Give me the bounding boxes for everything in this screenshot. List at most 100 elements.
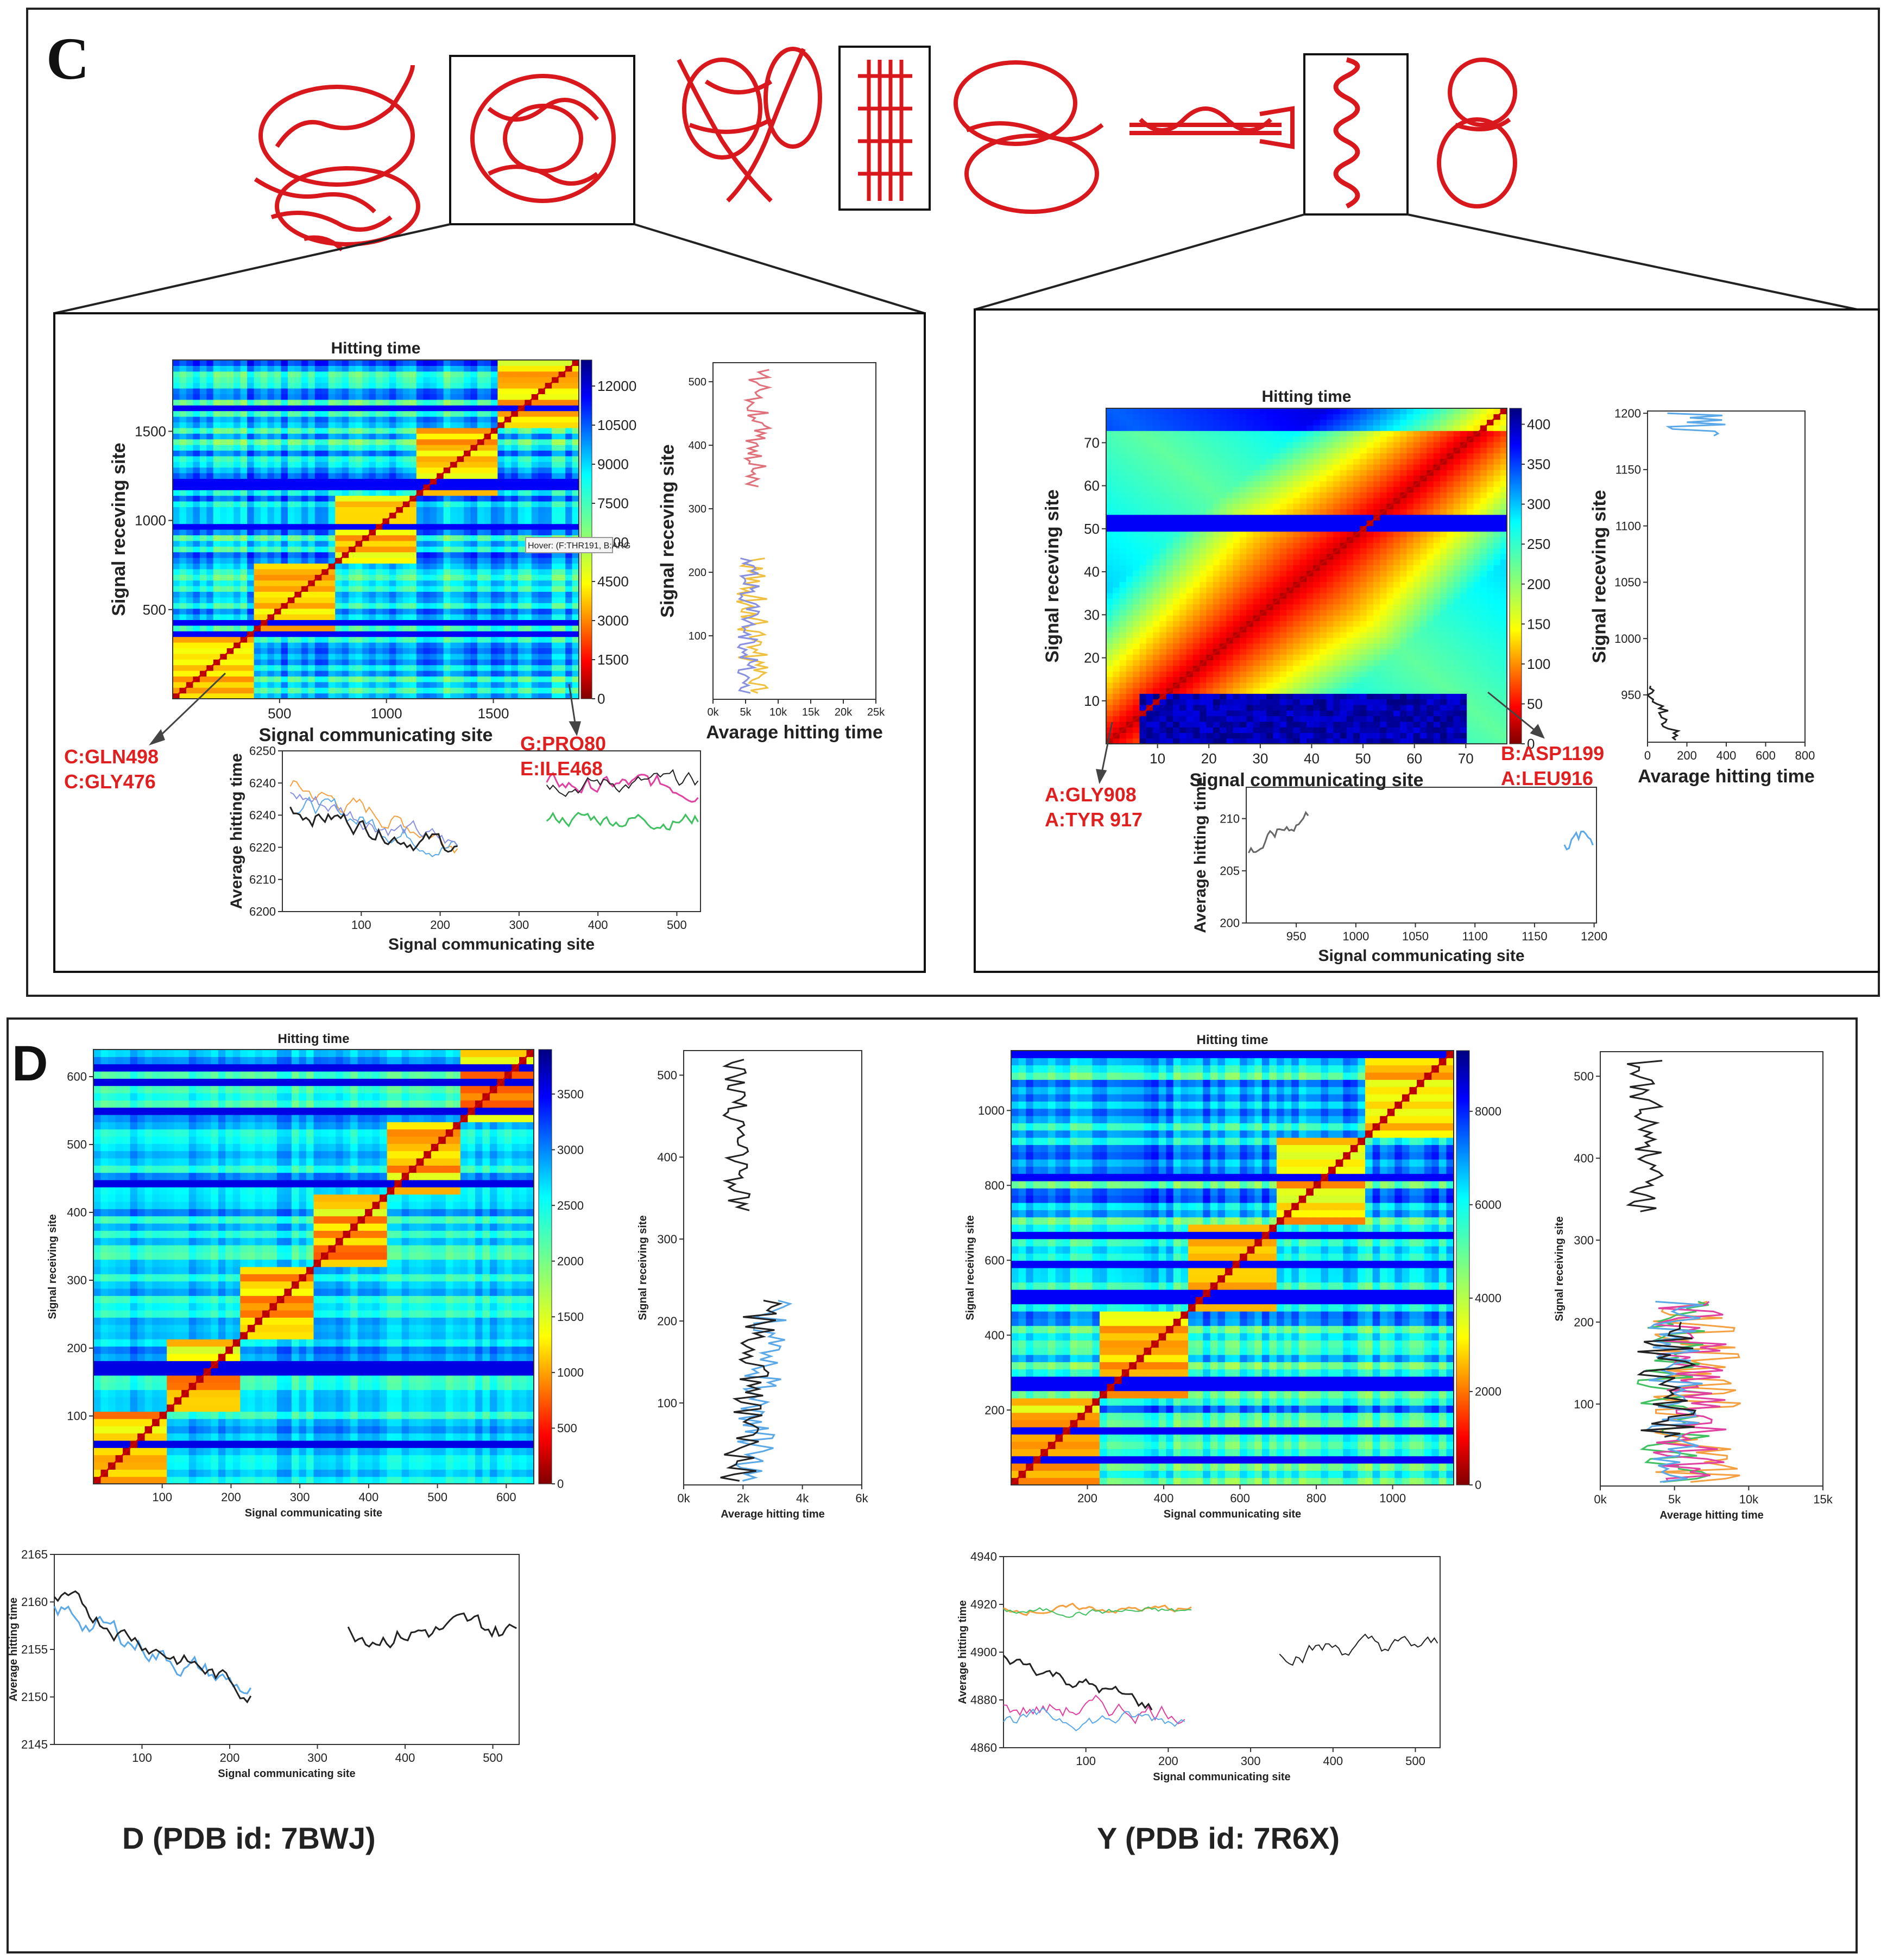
c-right-heatmap-cell	[1179, 710, 1187, 717]
c-left-heatmap-cell	[328, 631, 336, 637]
c-right-heatmap-cell	[1413, 632, 1421, 638]
c-right-heatmap-cell	[1373, 665, 1380, 672]
c-left-heatmap-cell	[396, 382, 403, 389]
c-left-heatmap-cell	[267, 653, 275, 660]
c-right-heatmap-cell	[1453, 716, 1461, 722]
c-left-heatmap-cell	[308, 484, 315, 490]
c-left-heatmap-cell	[497, 676, 505, 682]
c-left-heatmap-cell	[396, 433, 403, 440]
c-right-heatmap-cell	[1320, 626, 1327, 633]
c-left-heatmap-cell	[173, 416, 180, 422]
c-left-heatmap-cell	[213, 382, 220, 389]
c-right-heatmap-cell	[1400, 721, 1408, 728]
c-right-heatmap-cell	[1473, 710, 1481, 717]
c-right-heatmap-cell	[1493, 716, 1501, 722]
c-left-heatmap-cell	[511, 563, 519, 570]
c-left-heatmap-cell	[382, 399, 390, 406]
c-right-heatmap-cell	[1373, 648, 1380, 655]
c-left-heatmap-cell	[490, 540, 498, 547]
c-left-heatmap-cell	[437, 619, 444, 626]
c-left-heatmap-cell	[572, 456, 579, 462]
c-left-heatmap-cell	[301, 636, 308, 643]
c-left-heatmap-cell	[240, 597, 248, 603]
c-right-heatmap-cell	[1253, 727, 1260, 733]
c-left-heatmap-cell	[240, 535, 248, 541]
c-right-heatmap-cell	[1487, 676, 1494, 683]
c-right-heatmap-cell	[1487, 660, 1494, 666]
c-right-heatmap-cell	[1440, 654, 1447, 661]
c-left-heatmap-cell	[213, 399, 220, 406]
c-left-heatmap-cell	[565, 427, 573, 434]
c-left-heatmap-cell	[267, 433, 275, 440]
c-left-heatmap-cell	[328, 608, 336, 615]
c-left-heatmap-cell	[430, 388, 437, 394]
c-right-heatmap-cell	[1246, 738, 1254, 744]
c-left-heatmap-cell	[328, 433, 336, 440]
c-right-heatmap-cell	[1373, 637, 1380, 644]
c-right-heatmap-cell	[1279, 704, 1287, 711]
c-left-heatmap-cell	[416, 416, 424, 422]
c-left-heatmap-cell	[545, 405, 552, 412]
c-left-heatmap-cell	[240, 507, 248, 513]
c-left-heatmap-cell	[450, 523, 458, 530]
c-left-heatmap-cell	[396, 676, 403, 682]
c-left-heatmap-cell	[511, 478, 519, 485]
c-left-heatmap-cell	[443, 540, 451, 547]
c-left-heatmap-cell	[389, 558, 396, 564]
c-left-heatmap-cell	[369, 625, 376, 631]
c-right-heatmap-cell	[1413, 676, 1421, 683]
c-left-heatmap-cell	[376, 580, 383, 586]
c-left-heatmap-cell	[179, 365, 187, 372]
c-right-heatmap-cell	[1106, 716, 1113, 722]
c-left-heatmap-cell	[376, 608, 383, 615]
c-left-heatmap-cell	[504, 676, 512, 682]
c-left-heatmap-cell	[416, 382, 424, 389]
c-right-heatmap-cell	[1400, 727, 1408, 733]
c-left-side-series-2	[736, 557, 761, 694]
c-left-heatmap-cell	[369, 410, 376, 417]
c-left-heatmap-cell	[396, 461, 403, 468]
c-right-heatmap-cell	[1159, 716, 1167, 722]
c-left-heatmap-cell	[396, 377, 403, 383]
c-left-bottom-ylabel: Average hitting time	[228, 753, 245, 909]
c-left-heatmap-cell	[457, 518, 464, 524]
c-left-heatmap-cell	[457, 568, 464, 575]
c-left-heatmap-cell	[173, 456, 180, 462]
c-left-heatmap-cell	[206, 648, 214, 654]
c-left-heatmap-cell	[497, 591, 505, 598]
c-left-heatmap-cell	[287, 591, 295, 598]
c-left-heatmap-cell	[545, 518, 552, 524]
c-left-heatmap-cell	[233, 422, 241, 428]
c-left-heatmap-cell	[450, 676, 458, 682]
c-left-heatmap-cell	[362, 484, 370, 490]
c-left-heatmap-cell	[301, 568, 308, 575]
c-right-heatmap-cell	[1447, 699, 1454, 705]
c-left-heatmap-cell	[220, 456, 228, 462]
c-left-heatmap-cell	[213, 529, 220, 535]
c-left-heatmap-cell	[517, 484, 525, 490]
c-left-heatmap-cell	[565, 461, 573, 468]
c-left-heatmap-cell	[464, 568, 471, 575]
c-left-heatmap-cell	[497, 563, 505, 570]
c-right-heatmap-cell	[1393, 637, 1400, 644]
c-right-heatmap-cell	[1307, 654, 1314, 661]
c-left-heatmap-cell	[545, 377, 552, 383]
c-left-heatmap-cell	[450, 603, 458, 609]
c-left-heatmap-cell	[396, 405, 403, 412]
c-right-heatmap-cell	[1273, 716, 1280, 722]
c-right-heatmap-cell	[1493, 632, 1501, 638]
c-left-heatmap-cell	[497, 625, 505, 631]
c-left-heatmap-cell	[558, 394, 566, 400]
c-left-heatmap-cell	[301, 467, 308, 473]
c-left-heatmap-cell	[226, 563, 234, 570]
c-left-heatmap-cell	[437, 591, 444, 598]
c-left-heatmap-cell	[484, 467, 491, 473]
c-left-heatmap-cell	[369, 360, 376, 366]
c-left-heatmap-cell	[430, 535, 437, 541]
c-right-heatmap-cell	[1393, 665, 1400, 672]
c-left-heatmap-cell	[376, 507, 383, 513]
c-right-heatmap-cell	[1480, 693, 1487, 700]
c-left-heatmap-cell	[416, 450, 424, 457]
c-left-heatmap-cell	[470, 614, 478, 620]
c-left-heatmap-cell	[484, 399, 491, 406]
